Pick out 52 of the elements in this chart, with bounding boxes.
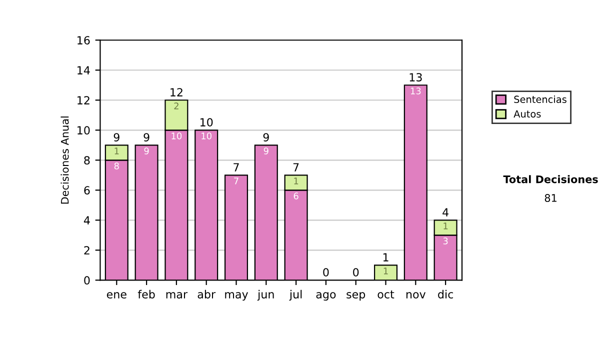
data-label: 9 <box>144 148 149 154</box>
data-label: 13 <box>410 88 421 94</box>
total-label: 7 <box>293 163 299 172</box>
y-tick-label: 4 <box>84 216 90 224</box>
data-label: 2 <box>174 102 178 110</box>
data-label: 10 <box>202 132 212 140</box>
total-label: 9 <box>263 133 269 142</box>
data-label: 6 <box>294 192 298 200</box>
y-tick-label: 6 <box>84 186 90 195</box>
data-label: 9 <box>264 148 268 154</box>
total-label: 12 <box>170 88 182 96</box>
x-tick-label: jun <box>257 290 274 301</box>
data-label: 1 <box>384 268 388 274</box>
data-label: 1 <box>444 222 448 230</box>
x-tick-label: oct <box>378 290 394 298</box>
text: 81 <box>544 194 556 202</box>
text: Total Decisiones <box>503 175 598 184</box>
total-label: 7 <box>234 163 239 172</box>
total-label: 9 <box>114 133 120 142</box>
x-tick-label: dic <box>438 290 453 298</box>
legend-label: Sentencias <box>514 95 566 104</box>
x-tick-label: ene <box>106 292 126 298</box>
y-tick-label: 10 <box>78 126 90 135</box>
x-tick-label: abr <box>198 290 216 298</box>
x-tick-label: sep <box>346 292 366 301</box>
x-tick-label: ago <box>316 292 336 301</box>
data-label: 1 <box>294 178 298 184</box>
y-tick-label: 12 <box>78 96 90 104</box>
legend-label: Autos <box>514 110 541 118</box>
total-label: 4 <box>442 208 448 216</box>
x-tick-label: may <box>225 292 248 301</box>
total-label: 0 <box>323 268 329 277</box>
y-tick-label: 16 <box>78 36 90 44</box>
x-tick-label: feb <box>138 290 155 298</box>
y-tick-label: 2 <box>84 246 90 254</box>
total-label: 10 <box>200 118 213 126</box>
y-tick-label: 8 <box>84 156 90 165</box>
data-label: 8 <box>114 162 119 170</box>
x-tick-label: mar <box>166 292 188 298</box>
y-axis-title: Decisiones Anual <box>60 116 69 204</box>
y-tick-label: 0 <box>84 276 90 285</box>
total-label: 1 <box>383 253 388 262</box>
total-label: 0 <box>353 268 359 277</box>
total-label: 13 <box>410 73 422 82</box>
data-label: 10 <box>172 132 182 140</box>
x-tick-label: jul <box>289 290 302 301</box>
data-label: 1 <box>114 148 119 154</box>
x-tick-label: nov <box>406 292 426 298</box>
data-label: 3 <box>443 238 448 244</box>
total-label: 9 <box>144 133 150 142</box>
data-label: 7 <box>234 178 238 184</box>
y-tick-label: 14 <box>78 66 90 74</box>
